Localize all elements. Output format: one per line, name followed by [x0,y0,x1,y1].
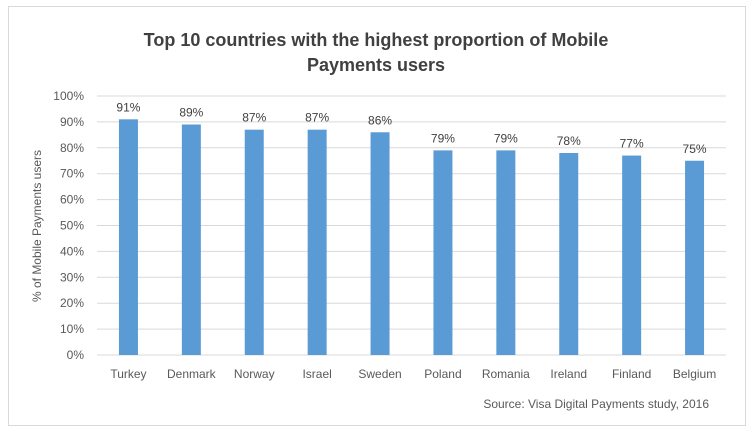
data-label: 79% [494,131,518,145]
bar [118,119,138,355]
y-tick-label: 0% [67,348,85,362]
data-label: 87% [305,111,329,125]
y-tick-label: 60% [60,193,84,207]
x-tick-label: Sweden [358,367,401,381]
data-label: 79% [431,131,455,145]
x-tick-label: Norway [234,367,275,381]
y-tick-label: 50% [60,219,84,233]
data-label: 89% [179,105,203,119]
data-label: 86% [368,113,392,127]
data-label: 77% [620,137,644,151]
y-tick-label: 90% [60,115,84,129]
y-tick-label: 100% [53,89,84,103]
x-tick-label: Denmark [167,367,217,381]
x-tick-label: Israel [302,367,331,381]
x-tick-label: Finland [612,367,651,381]
bar [307,129,327,355]
chart-title-line-2: Payments users [307,55,445,75]
bar [370,132,390,355]
y-tick-label: 80% [60,141,84,155]
y-tick-label: 10% [60,322,84,336]
y-tick-label: 70% [60,167,84,181]
data-label: 78% [557,134,581,148]
chart-title-line-1: Top 10 countries with the highest propor… [144,30,609,50]
bar [559,152,579,355]
x-tick-label: Romania [482,367,530,381]
bar [622,155,642,355]
bar [244,129,264,355]
bar [433,150,453,355]
x-tick-label: Turkey [110,367,146,381]
y-tick-label: 40% [60,244,84,258]
bar [181,124,201,356]
source-note: Source: Visa Digital Payments study, 201… [483,397,709,411]
x-tick-label: Ireland [550,367,587,381]
y-axis-label: % of Mobile Payments users [30,150,44,302]
bar [496,150,516,355]
y-tick-label: 30% [60,270,84,284]
y-tick-label: 20% [60,296,84,310]
data-label: 91% [116,100,140,114]
x-tick-label: Poland [424,367,461,381]
data-label: 87% [242,111,266,125]
bar [685,160,705,355]
data-label: 75% [683,142,707,156]
x-tick-label: Belgium [673,367,716,381]
